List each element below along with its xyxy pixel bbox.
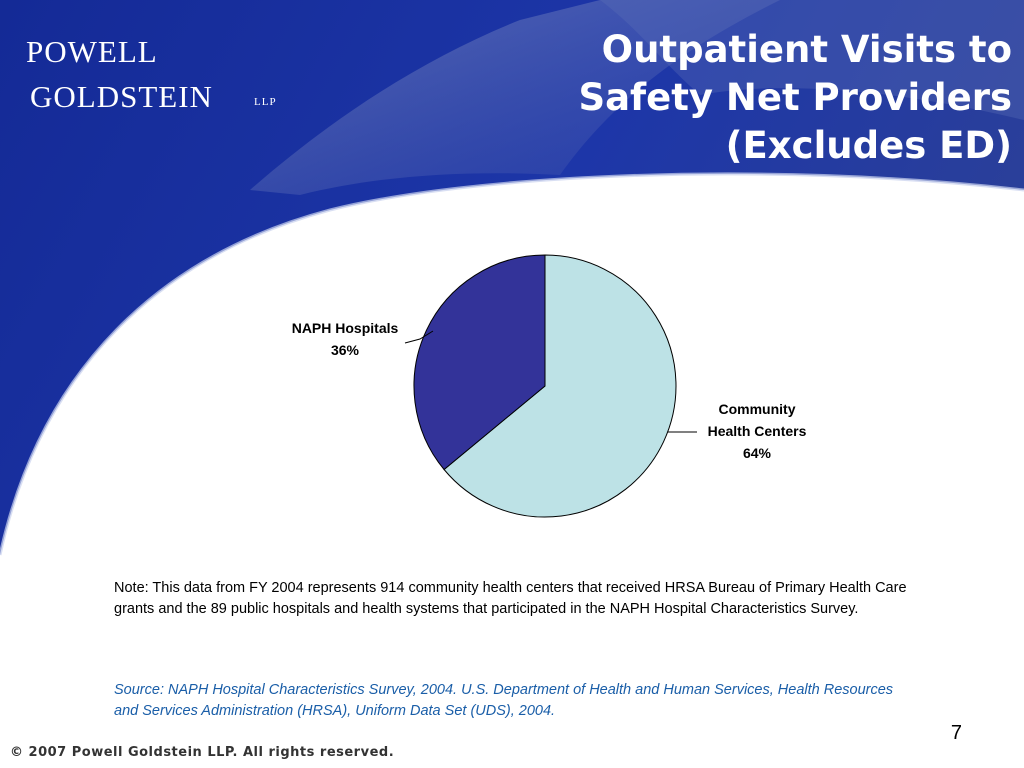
slice-category-label: NAPH Hospitals (292, 320, 399, 336)
page-number: 7 (950, 722, 962, 744)
slice-category-label: Health Centers (708, 423, 807, 439)
slide-title-line-1: Outpatient Visits to (601, 28, 1012, 71)
slice-value-label: 36% (331, 342, 360, 358)
logo-line-2: GOLDSTEIN (30, 79, 213, 114)
slice-category-label: Community (719, 401, 796, 417)
slide-title-line-2: Safety Net Providers (578, 76, 1012, 119)
source-citation: Source: NAPH Hospital Characteristics Su… (114, 682, 894, 719)
logo-line-1: POWELL (26, 34, 158, 69)
slice-value-label: 64% (743, 445, 772, 461)
logo-suffix: LLP (254, 96, 277, 108)
slide-title: Outpatient Visits to Safety Net Provider… (492, 26, 1012, 170)
header-banner (0, 0, 1024, 556)
pie-slice-community-health-centers (443, 254, 677, 518)
copyright-notice: © 2007 Powell Goldstein LLP. All rights … (10, 745, 395, 760)
slide-title-line-3: (Excludes ED) (725, 124, 1012, 167)
leader-line (404, 330, 434, 344)
pie-slice-naph-hospitals (413, 254, 546, 471)
pie-chart: Community Health Centers 64% NAPH Hospitals… (292, 254, 807, 518)
data-note: Note: This data from FY 2004 represents … (114, 580, 907, 617)
